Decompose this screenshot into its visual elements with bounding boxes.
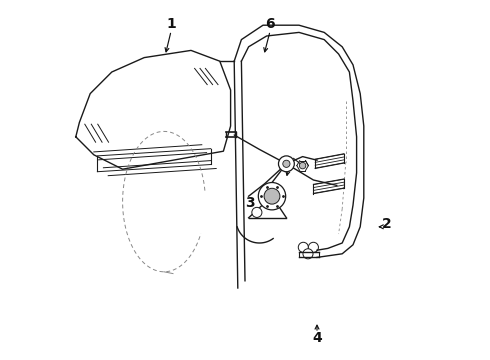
Text: 6: 6 bbox=[266, 18, 275, 31]
Text: 1: 1 bbox=[166, 18, 176, 31]
Text: 5: 5 bbox=[283, 157, 293, 171]
Circle shape bbox=[252, 207, 262, 217]
Text: 3: 3 bbox=[245, 197, 255, 210]
Circle shape bbox=[298, 242, 308, 252]
Circle shape bbox=[278, 156, 294, 172]
Circle shape bbox=[299, 162, 306, 169]
Circle shape bbox=[283, 160, 290, 167]
Circle shape bbox=[264, 188, 280, 204]
Circle shape bbox=[303, 249, 313, 259]
Text: 4: 4 bbox=[312, 332, 322, 345]
Circle shape bbox=[308, 242, 318, 252]
Text: 2: 2 bbox=[382, 217, 392, 231]
Circle shape bbox=[258, 183, 286, 210]
